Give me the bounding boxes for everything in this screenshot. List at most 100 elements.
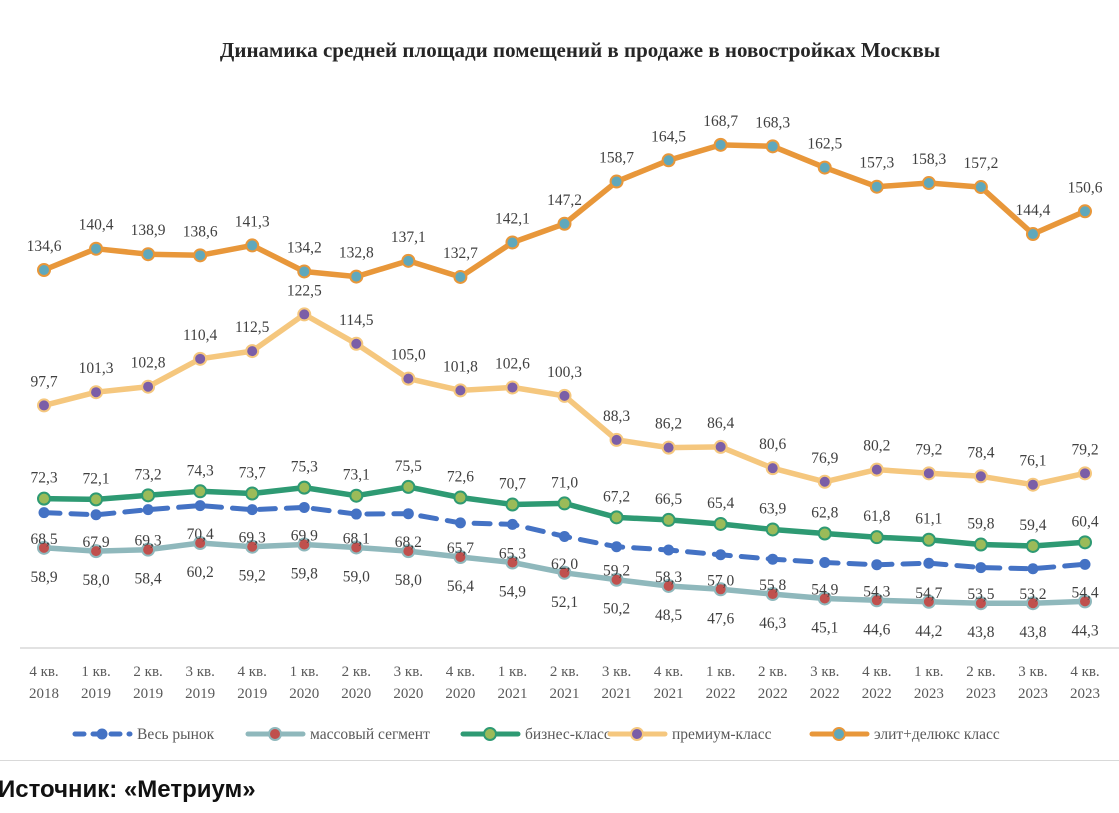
data-point	[401, 479, 416, 494]
data-point	[38, 507, 50, 519]
data-label: 52,1	[551, 594, 578, 611]
x-tick-label-quarter: 4 кв.	[446, 664, 475, 680]
data-point	[401, 253, 416, 268]
x-tick-label-year: 2020	[445, 686, 475, 702]
data-point	[817, 474, 832, 489]
data-point	[245, 344, 260, 359]
data-label: 157,3	[859, 155, 894, 172]
data-point	[506, 518, 518, 530]
data-label: 59,8	[967, 516, 994, 533]
data-label: 43,8	[967, 624, 994, 641]
data-point	[557, 388, 572, 403]
data-point	[869, 530, 884, 545]
data-label: 53,5	[967, 586, 994, 603]
data-label: 53,2	[1019, 586, 1046, 603]
legend-item-2: бизнес-класс	[460, 726, 611, 743]
data-label: 122,5	[287, 282, 322, 299]
data-label: 158,3	[911, 151, 946, 168]
data-label: 101,8	[443, 358, 478, 375]
x-tick-label-year: 2023	[966, 686, 996, 702]
data-point	[713, 582, 728, 597]
x-tick-label-year: 2021	[550, 686, 580, 702]
x-tick-label-year: 2019	[133, 686, 163, 702]
data-label: 102,8	[131, 355, 166, 372]
data-label: 71,0	[551, 474, 578, 491]
x-tick-label-quarter: 1 кв.	[290, 664, 319, 680]
data-label: 112,5	[235, 319, 270, 336]
data-label: 102,6	[495, 355, 530, 372]
data-point	[609, 174, 624, 189]
data-point	[767, 553, 779, 565]
legend-swatch-marker	[483, 727, 497, 741]
series-markers	[37, 137, 1092, 611]
x-tick-label-quarter: 3 кв.	[810, 664, 839, 680]
data-point	[90, 509, 102, 521]
data-label: 147,2	[547, 192, 582, 209]
data-label: 73,1	[343, 467, 370, 484]
data-point	[350, 508, 362, 520]
data-label: 48,5	[655, 607, 682, 624]
data-label: 105,0	[391, 347, 426, 364]
legend-label: Весь рынок	[137, 726, 215, 743]
data-point	[973, 469, 988, 484]
data-point	[37, 491, 51, 506]
data-point	[505, 380, 520, 395]
data-label: 86,4	[707, 415, 734, 432]
data-point	[1079, 558, 1091, 570]
x-tick-label-year: 2021	[497, 686, 527, 702]
x-tick-label-year: 2022	[758, 686, 788, 702]
data-label: 54,9	[811, 581, 838, 598]
data-point	[1078, 594, 1092, 609]
x-tick-label-quarter: 2 кв.	[966, 664, 995, 680]
data-label: 62,0	[551, 556, 578, 573]
x-tick-label-quarter: 2 кв.	[550, 664, 579, 680]
data-label: 65,3	[499, 545, 526, 562]
data-label: 138,9	[131, 222, 166, 239]
data-point	[869, 593, 884, 608]
legend-label: премиум-класс	[672, 726, 772, 743]
data-point	[1025, 477, 1040, 492]
divider	[0, 760, 1119, 761]
x-tick-label-year: 2019	[185, 686, 215, 702]
data-label: 88,3	[603, 408, 630, 425]
data-label: 168,3	[755, 114, 790, 131]
data-point	[1078, 535, 1092, 550]
data-point	[819, 556, 831, 568]
x-tick-label-year: 2023	[1070, 686, 1100, 702]
data-point	[1025, 227, 1040, 242]
data-point	[661, 578, 676, 593]
data-label: 54,9	[499, 583, 526, 600]
data-point	[37, 540, 51, 555]
data-label: 73,7	[239, 465, 266, 482]
data-point	[661, 512, 676, 527]
data-point	[402, 508, 414, 520]
data-label: 137,1	[391, 229, 426, 246]
x-tick-label-quarter: 1 кв.	[914, 664, 943, 680]
data-point	[1078, 204, 1092, 219]
data-label: 69,3	[239, 530, 266, 547]
data-label: 67,9	[82, 534, 109, 551]
data-label: 55,8	[759, 577, 786, 594]
data-point	[37, 398, 51, 413]
data-label: 79,2	[1071, 441, 1098, 458]
data-point	[194, 500, 206, 512]
data-point	[557, 565, 572, 580]
data-label: 59,8	[291, 566, 318, 583]
data-point	[817, 160, 832, 175]
x-tick-label-quarter: 1 кв.	[81, 664, 110, 680]
data-label: 50,2	[603, 601, 630, 618]
legend-swatch-marker	[832, 727, 846, 741]
data-point	[1078, 466, 1092, 481]
data-label: 63,9	[759, 500, 786, 517]
x-tick-label-quarter: 4 кв.	[1070, 664, 1099, 680]
legend-swatch-marker	[96, 728, 108, 740]
data-label: 68,1	[343, 530, 370, 547]
data-label: 110,4	[183, 327, 218, 344]
data-label: 80,6	[759, 436, 786, 453]
data-point	[245, 486, 260, 501]
data-label: 162,5	[807, 136, 842, 153]
data-point	[765, 522, 780, 537]
data-point	[609, 572, 624, 587]
legend-item-3: премиум-класс	[607, 726, 772, 743]
data-label: 45,1	[811, 619, 838, 636]
